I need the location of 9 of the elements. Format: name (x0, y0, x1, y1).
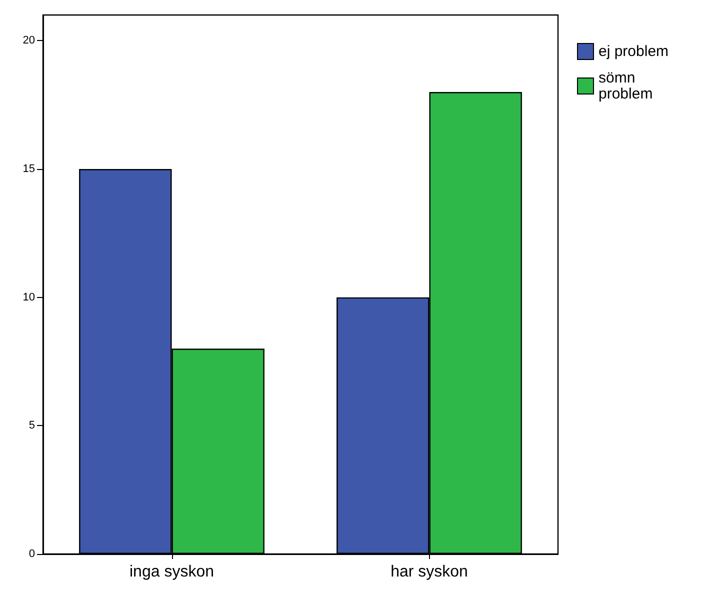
legend-label: ej problem (598, 43, 669, 60)
legend-label: sömn problem (598, 70, 653, 102)
x-tick-label: inga syskon (130, 564, 214, 580)
y-tick-label: 10 (22, 291, 35, 304)
y-tick-label: 15 (22, 163, 35, 175)
y-tick-label: 20 (22, 34, 35, 47)
y-tick-label: 0 (28, 548, 35, 560)
x-tick-label: har syskon (390, 564, 468, 580)
y-tick-label: 5 (28, 420, 35, 432)
